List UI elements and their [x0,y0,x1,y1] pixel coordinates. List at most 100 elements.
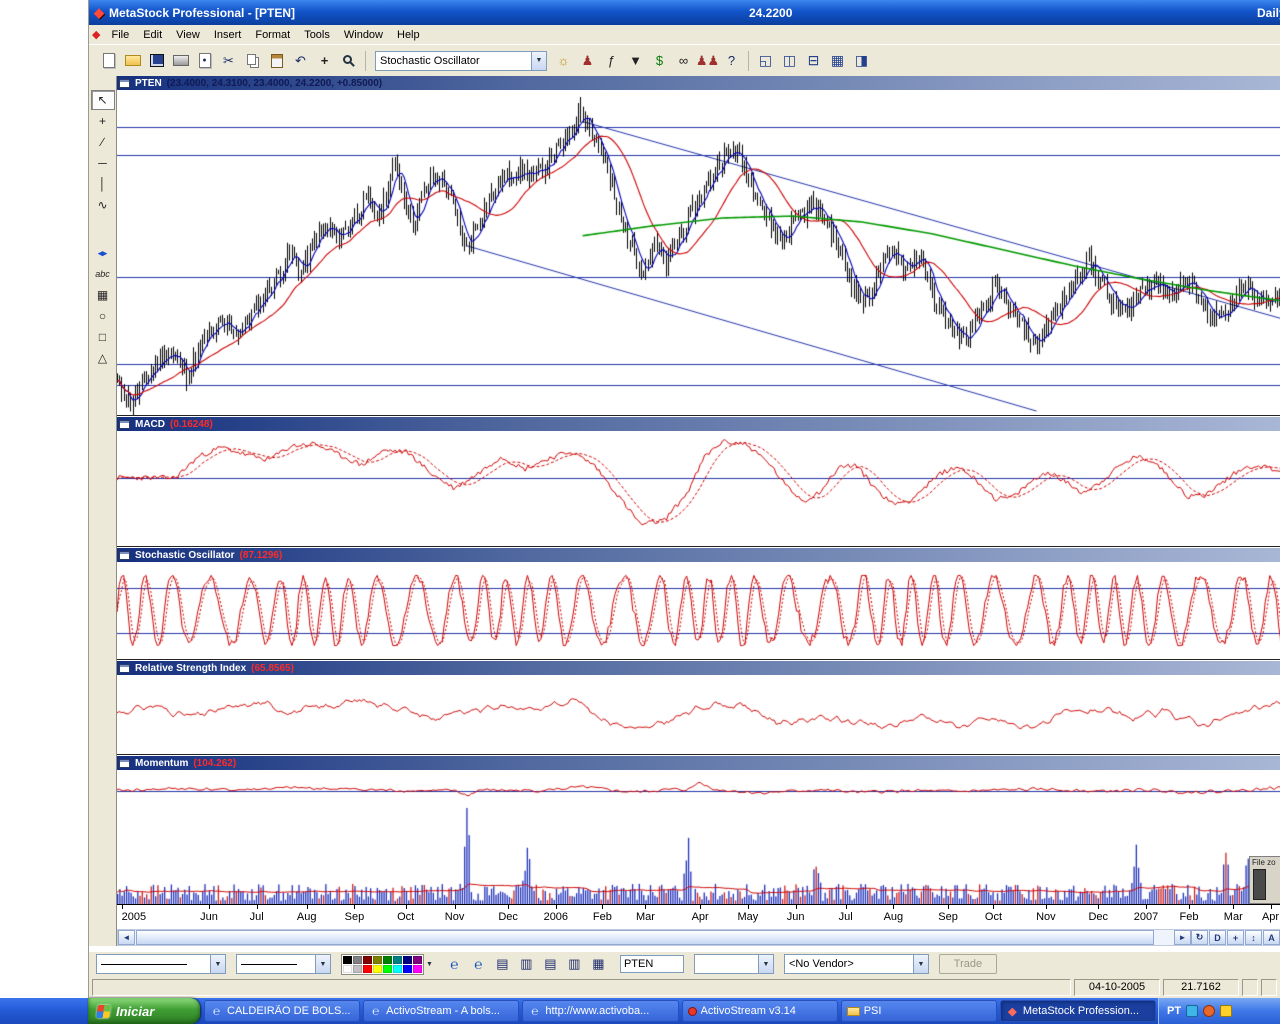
grid-tool[interactable]: ▦ [91,285,115,305]
page-setup-icon[interactable]: ▤ [491,954,514,975]
trendline-tool[interactable]: ∕ [91,132,115,152]
color-swatch[interactable] [373,965,382,973]
panel-restore-icon[interactable] [119,420,130,429]
line-weight-combo[interactable]: ▼ [236,954,331,974]
file-zoom-body[interactable] [1253,869,1266,900]
undo-icon[interactable]: ↶ [289,50,312,71]
momentum-canvas[interactable] [117,770,1280,808]
stochastic-panel-header[interactable]: Stochastic Oscillator (87.1296) [117,548,1280,562]
cascade-windows-icon[interactable]: ◱ [754,50,777,71]
chevron-down-icon[interactable]: ▼ [426,961,433,968]
context-help-icon[interactable]: ? [720,50,743,71]
color-swatch[interactable] [403,956,412,964]
panel-restore-icon[interactable] [119,664,130,673]
chevron-down-icon[interactable]: ▼ [913,955,928,973]
new-chart-icon[interactable] [97,50,120,71]
horizontal-line-tool[interactable]: ─ [91,153,115,173]
macd-panel-header[interactable]: MACD (0.16248) [117,417,1280,431]
tile-vertical-icon[interactable]: ◫ [778,50,801,71]
refresh-button[interactable]: ↻ [1191,930,1208,945]
layout-columns-icon[interactable]: ▤ [539,954,562,975]
momentum-panel-header[interactable]: Momentum (104.262) [117,756,1280,770]
report-icon[interactable]: ▥ [515,954,538,975]
print-icon[interactable] [169,50,192,71]
color-swatch[interactable] [353,956,362,964]
color-swatch[interactable] [413,956,422,964]
expert-advisor-icon[interactable]: ☼ [552,50,575,71]
price-canvas[interactable] [117,90,1280,416]
browser-icon[interactable]: ℮ [467,954,490,975]
vendor-combo[interactable]: <No Vendor> ▼ [784,954,929,974]
color-swatch[interactable] [353,965,362,973]
menu-help[interactable]: Help [390,26,427,44]
chevron-down-icon[interactable]: ▼ [210,955,225,973]
zigzag-tool[interactable]: ∿ [91,195,115,215]
panel-restore-icon[interactable] [119,551,130,560]
rsi-canvas[interactable] [117,675,1280,755]
symbol-input[interactable] [620,955,684,973]
color-swatch[interactable] [393,965,402,973]
taskbar-task[interactable]: ActivoStream v3.14 [682,1000,838,1022]
scroll-right-button[interactable]: ► [1174,930,1191,945]
line-style-combo[interactable]: ▼ [96,954,226,974]
zoom-in-button[interactable]: + [1227,930,1244,945]
publish-web-icon[interactable]: ℮ [443,954,466,975]
menu-file[interactable]: File [104,26,136,44]
tile-horizontal-icon[interactable]: ⊟ [802,50,825,71]
color-swatch[interactable] [383,965,392,973]
pointer-tool[interactable]: ↖ [91,90,115,110]
language-indicator[interactable]: PT [1167,1005,1181,1017]
panel-restore-icon[interactable] [119,759,130,768]
color-swatch[interactable] [413,965,422,973]
print-preview-icon[interactable]: ● [193,50,216,71]
indicator-combo[interactable]: Stochastic Oscillator ▼ [375,51,547,71]
save-icon[interactable] [145,50,168,71]
paste-icon[interactable] [265,50,288,71]
vertical-line-tool[interactable]: │ [91,174,115,194]
chevron-down-icon[interactable]: ▼ [531,52,546,70]
chevron-down-icon[interactable]: ▼ [315,955,330,973]
color-swatch[interactable] [373,956,382,964]
arrange-icons-icon[interactable]: ◨ [850,50,873,71]
chart-window-icon[interactable]: ◆ [92,28,100,41]
zoom-tool-icon[interactable] [337,50,360,71]
start-button[interactable]: Iniciar [88,998,200,1024]
layout-grid-icon[interactable]: ▦ [587,954,610,975]
menu-tools[interactable]: Tools [297,26,337,44]
color-palette[interactable] [341,954,424,975]
open-icon[interactable] [121,50,144,71]
scroll-thumb[interactable] [136,930,1154,945]
indicator-builder-icon[interactable]: ƒ [600,50,623,71]
scroll-left-button[interactable]: ◄ [118,930,135,945]
taskbar-task[interactable]: ℮http://www.activoba... [522,1000,678,1022]
rectangle-tool[interactable]: □ [91,327,115,347]
ellipse-tool[interactable]: ○ [91,306,115,326]
filter-funnel-icon[interactable]: ▼ [624,50,647,71]
tray-icon-1[interactable] [1186,1005,1198,1017]
cut-icon[interactable]: ✂ [217,50,240,71]
person-icon[interactable]: ♟ [576,50,599,71]
color-swatch[interactable] [363,956,372,964]
crosshair-tool[interactable]: + [91,111,115,131]
volume-canvas[interactable] [117,807,1280,904]
pan-tool-icon[interactable]: + [313,50,336,71]
copy-icon[interactable] [241,50,264,71]
explorer-binoculars-icon[interactable]: ∞ [672,50,695,71]
color-swatch[interactable] [343,965,352,973]
color-swatch[interactable] [383,956,392,964]
menu-view[interactable]: View [169,26,207,44]
color-swatch[interactable] [403,965,412,973]
tray-icon-2[interactable] [1203,1005,1215,1017]
tile-grid-icon[interactable]: ▦ [826,50,849,71]
auto-scale-button[interactable]: A [1263,930,1280,945]
taskbar-task[interactable]: ◆MetaStock Profession... [1000,1000,1156,1022]
menu-window[interactable]: Window [337,26,390,44]
menu-insert[interactable]: Insert [207,26,249,44]
file-zoom-popup[interactable]: File zo [1249,856,1280,904]
price-panel-header[interactable]: PTEN (23.4000, 24.3100, 23.4000, 24.2200… [117,76,1280,90]
daily-periodicity-button[interactable]: D [1209,930,1226,945]
taskbar-task[interactable]: ℮CALDEIRÃO DE BOLS... [204,1000,360,1022]
text-tool[interactable]: abc [91,264,115,284]
interval-combo[interactable]: ▼ [694,954,774,974]
macd-canvas[interactable] [117,431,1280,547]
